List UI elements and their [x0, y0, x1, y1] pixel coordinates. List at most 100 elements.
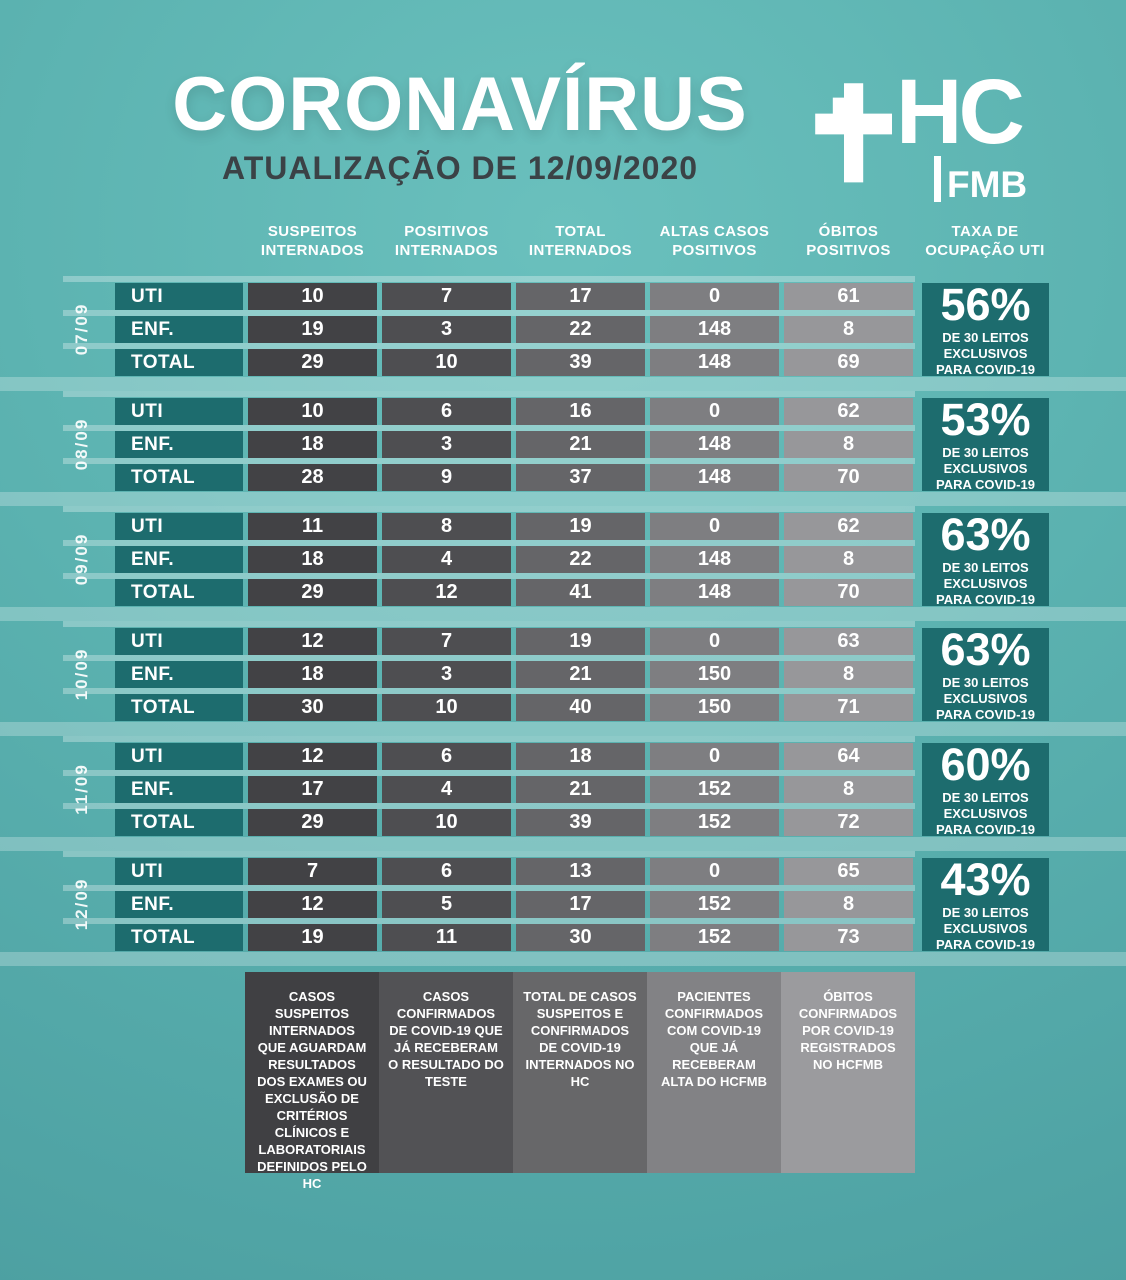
legend-box-suspeitos-internados: CASOS SUSPEITOS INTERNADOS QUE AGUARDAM …: [245, 972, 379, 1191]
block-separator-band: [0, 377, 1126, 391]
value-cell-obitos-positivos-total: 69: [784, 349, 913, 376]
date-label: 11/09: [72, 763, 91, 815]
row-label-total: TOTAL: [115, 579, 243, 606]
value-cell-total-internados-uti: 17: [516, 283, 645, 310]
row-label-uti: UTI: [115, 858, 243, 885]
value-cell-altas-casos-positivos-total: 148: [650, 464, 779, 491]
row-separator: [63, 458, 915, 464]
row-label-enf: ENF.: [115, 546, 243, 573]
row-separator: [63, 655, 915, 661]
value-cell-altas-casos-positivos-total: 152: [650, 924, 779, 951]
header: CORONAVÍRUS ATUALIZAÇÃO DE 12/09/2020: [120, 62, 800, 187]
value-cell-positivos-internados-uti: 8: [382, 513, 511, 540]
occupancy-note: DE 30 LEITOS EXCLUSIVOS PARA COVID-19: [936, 559, 1035, 607]
date-label: 12/09: [72, 877, 91, 931]
value-cell-suspeitos-internados-enf: 17: [248, 776, 377, 803]
row-separator: [63, 851, 915, 857]
occupancy-note: DE 30 LEITOS EXCLUSIVOS PARA COVID-19: [936, 904, 1035, 952]
row-separator: [63, 688, 915, 694]
value-cell-suspeitos-internados-enf: 18: [248, 661, 377, 688]
value-cell-positivos-internados-enf: 3: [382, 316, 511, 343]
value-cell-obitos-positivos-uti: 61: [784, 283, 913, 310]
value-cell-positivos-internados-total: 10: [382, 349, 511, 376]
value-cell-altas-casos-positivos-total: 152: [650, 809, 779, 836]
value-cell-total-internados-uti: 16: [516, 398, 645, 425]
block-separator-band: [0, 492, 1126, 506]
value-cell-total-internados-uti: 19: [516, 513, 645, 540]
date-block-09-09: 09/09 UTI 11 8 19 0 62 ENF. 18 4 22 148 8 TOTAL 29 12 41…: [0, 506, 1126, 621]
row-label-enf: ENF.: [115, 431, 243, 458]
occupancy-percent: 53%: [940, 393, 1031, 445]
value-cell-total-internados-total: 39: [516, 349, 645, 376]
value-cell-obitos-positivos-enf: 8: [784, 316, 913, 343]
value-cell-total-internados-enf: 17: [516, 891, 645, 918]
value-cell-suspeitos-internados-total: 29: [248, 809, 377, 836]
logo-hc-text: HC: [896, 61, 1025, 163]
value-cell-obitos-positivos-enf: 8: [784, 661, 913, 688]
value-cell-altas-casos-positivos-enf: 148: [650, 431, 779, 458]
value-cell-altas-casos-positivos-uti: 0: [650, 513, 779, 540]
row-label-uti: UTI: [115, 398, 243, 425]
occupancy-percent: 63%: [940, 623, 1031, 675]
value-cell-total-internados-total: 37: [516, 464, 645, 491]
row-label-enf: ENF.: [115, 776, 243, 803]
value-cell-suspeitos-internados-uti: 10: [248, 283, 377, 310]
row-separator: [63, 918, 915, 924]
row-separator: [63, 310, 915, 316]
value-cell-suspeitos-internados-enf: 12: [248, 891, 377, 918]
date-label: 10/09: [72, 647, 91, 701]
value-cell-altas-casos-positivos-enf: 148: [650, 546, 779, 573]
row-label-uti: UTI: [115, 513, 243, 540]
occupancy-box: 53% DE 30 LEITOS EXCLUSIVOS PARA COVID-19: [922, 393, 1049, 492]
value-cell-suspeitos-internados-uti: 11: [248, 513, 377, 540]
block-separator-band: [0, 607, 1126, 621]
row-separator: [63, 391, 915, 397]
occupancy-note: DE 30 LEITOS EXCLUSIVOS PARA COVID-19: [936, 789, 1035, 837]
row-label-uti: UTI: [115, 743, 243, 770]
legend-box-total-internados: TOTAL DE CASOS SUSPEITOS E CONFIRMADOS D…: [513, 972, 647, 1173]
column-header-suspeitos-internados: SUSPEITOS INTERNADOS: [260, 223, 365, 259]
value-cell-positivos-internados-total: 12: [382, 579, 511, 606]
value-cell-obitos-positivos-enf: 8: [784, 776, 913, 803]
value-cell-obitos-positivos-uti: 65: [784, 858, 913, 885]
value-cell-obitos-positivos-total: 71: [784, 694, 913, 721]
occupancy-note: DE 30 LEITOS EXCLUSIVOS PARA COVID-19: [936, 674, 1035, 722]
value-cell-total-internados-total: 30: [516, 924, 645, 951]
legend-box-obitos-positivos: ÓBITOS CONFIRMADOS POR COVID-19 REGISTRA…: [781, 972, 915, 1173]
value-cell-total-internados-enf: 21: [516, 431, 645, 458]
value-cell-altas-casos-positivos-enf: 150: [650, 661, 779, 688]
value-cell-total-internados-total: 39: [516, 809, 645, 836]
row-separator: [63, 885, 915, 891]
row-label-enf: ENF.: [115, 661, 243, 688]
value-cell-total-internados-uti: 13: [516, 858, 645, 885]
row-label-uti: UTI: [115, 628, 243, 655]
value-cell-suspeitos-internados-total: 29: [248, 579, 377, 606]
value-cell-suspeitos-internados-uti: 12: [248, 743, 377, 770]
value-cell-obitos-positivos-uti: 62: [784, 513, 913, 540]
row-separator: [63, 276, 915, 282]
update-date-subtitle: ATUALIZAÇÃO DE 12/09/2020: [221, 150, 699, 186]
column-header-total-internados: TOTAL INTERNADOS: [528, 223, 633, 259]
date-block-10-09: 10/09 UTI 12 7 19 0 63 ENF. 18 3 21 150 8 TOTAL 30 10 40…: [0, 621, 1126, 736]
value-cell-total-internados-total: 40: [516, 694, 645, 721]
value-cell-positivos-internados-uti: 6: [382, 858, 511, 885]
value-cell-positivos-internados-enf: 3: [382, 431, 511, 458]
value-cell-total-internados-enf: 22: [516, 546, 645, 573]
occupancy-note: DE 30 LEITOS EXCLUSIVOS PARA COVID-19: [936, 444, 1035, 492]
legend-box-altas-casos-positivos: PACIENTES CONFIRMADOS COM COVID-19 QUE J…: [647, 972, 781, 1173]
date-block-12-09: 12/09 UTI 7 6 13 0 65 ENF. 12 5 17 152 8 TOTAL 19 11 30 1…: [0, 851, 1126, 966]
logo-fmb-text: FMB: [947, 164, 1028, 205]
value-cell-suspeitos-internados-enf: 18: [248, 546, 377, 573]
row-separator: [63, 343, 915, 349]
row-label-total: TOTAL: [115, 809, 243, 836]
value-cell-suspeitos-internados-enf: 19: [248, 316, 377, 343]
value-cell-altas-casos-positivos-enf: 152: [650, 891, 779, 918]
date-label: 08/09: [72, 417, 91, 471]
value-cell-positivos-internados-uti: 6: [382, 743, 511, 770]
value-cell-positivos-internados-total: 9: [382, 464, 511, 491]
value-cell-altas-casos-positivos-enf: 148: [650, 316, 779, 343]
value-cell-suspeitos-internados-total: 29: [248, 349, 377, 376]
date-label: 09/09: [72, 532, 91, 586]
column-header-obitos-positivos: ÓBITOS POSITIVOS: [806, 223, 891, 259]
